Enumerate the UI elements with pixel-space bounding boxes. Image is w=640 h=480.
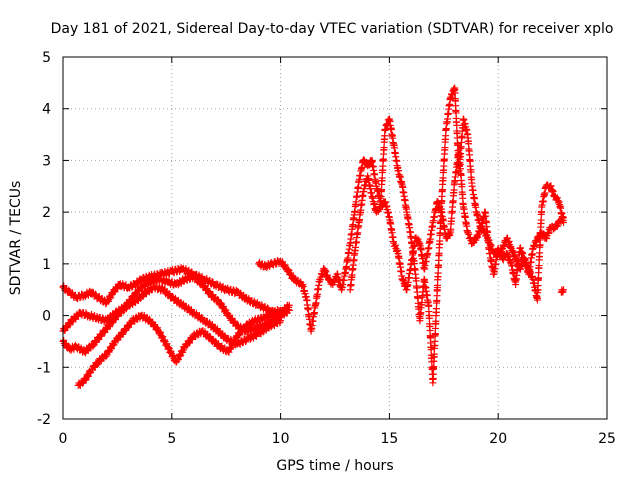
data-point <box>553 222 561 230</box>
data-point <box>285 301 293 309</box>
x-tick-label: 15 <box>380 431 398 447</box>
series-track-c <box>74 306 285 389</box>
y-tick-label: 3 <box>42 153 51 169</box>
y-tick-label: 1 <box>42 257 51 273</box>
data-point <box>559 214 567 222</box>
data-point <box>445 230 453 238</box>
data-point <box>206 287 214 295</box>
x-tick-label: 20 <box>489 431 507 447</box>
y-tick-label: 0 <box>42 309 51 325</box>
y-tick-label: 4 <box>42 102 51 118</box>
data-point <box>127 320 135 328</box>
data-points <box>59 84 567 389</box>
data-point <box>113 285 121 293</box>
series-track-d <box>59 272 293 336</box>
data-point <box>222 306 230 314</box>
y-tick-label: -2 <box>37 412 51 428</box>
data-point <box>153 324 161 332</box>
data-point <box>559 286 567 294</box>
series-track-b <box>59 282 285 357</box>
tick-labels: 0 5 10 15 20 25 -2 -1 0 1 2 3 4 5 <box>37 50 616 447</box>
series-track-e <box>255 84 567 387</box>
data-point <box>374 208 382 216</box>
data-point <box>415 240 423 248</box>
x-tick-label: 10 <box>272 431 290 447</box>
axis-ticks <box>62 56 608 420</box>
data-point <box>110 341 118 349</box>
series-track-f <box>346 146 567 294</box>
series-track-g <box>557 286 567 296</box>
y-axis-label: SDTVAR / TECUs <box>8 181 24 296</box>
x-tick-label: 5 <box>167 431 176 447</box>
plot-frame <box>62 56 608 420</box>
data-point <box>298 282 306 290</box>
chart-title: Day 181 of 2021, Sidereal Day-to-day VTE… <box>51 21 614 37</box>
x-axis-label: GPS time / hours <box>276 458 393 474</box>
data-point <box>230 317 238 325</box>
gridlines <box>63 57 607 419</box>
x-tick-label: 0 <box>59 431 68 447</box>
data-point <box>559 213 567 221</box>
y-tick-label: 2 <box>42 205 51 221</box>
data-point <box>479 225 487 233</box>
data-point <box>281 261 289 269</box>
data-point <box>135 287 143 295</box>
data-point <box>277 317 285 325</box>
x-tick-label: 25 <box>598 431 616 447</box>
y-tick-label: 5 <box>42 50 51 66</box>
y-tick-label: -1 <box>37 360 51 376</box>
data-point <box>165 290 173 298</box>
